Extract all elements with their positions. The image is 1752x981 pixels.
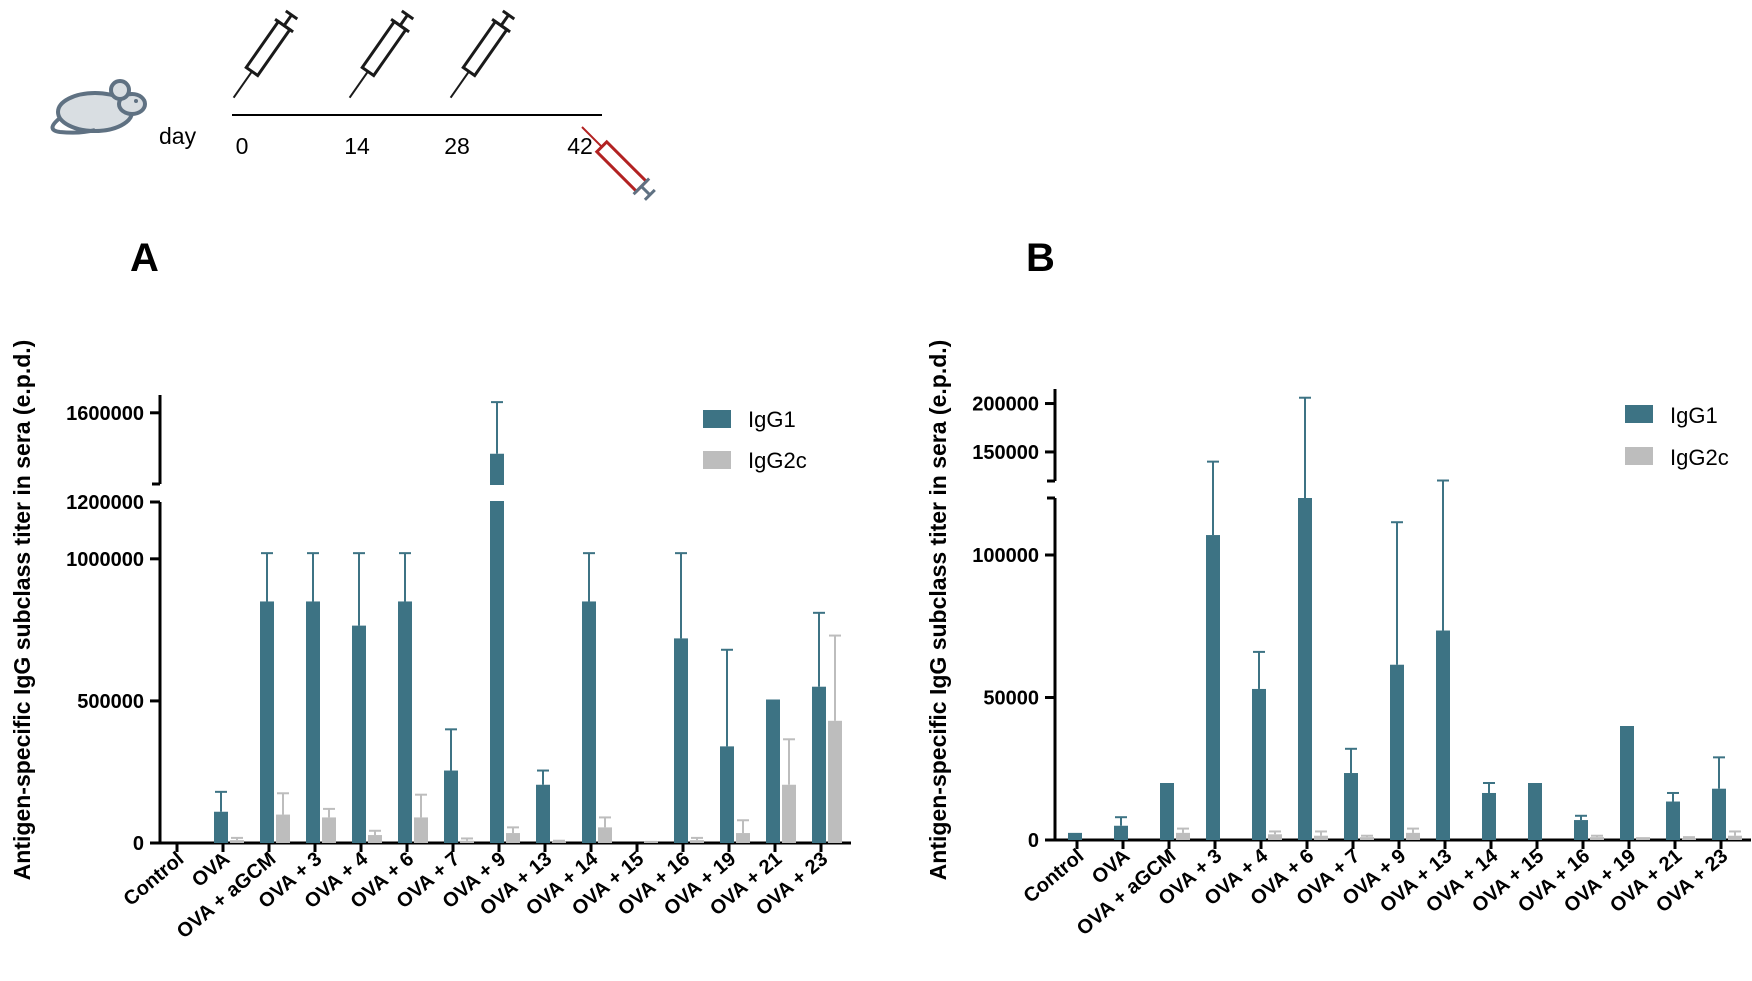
x-tick-label: Control <box>120 848 189 911</box>
legend-label-igg1-a: IgG1 <box>748 407 796 432</box>
bar-igg1 <box>1390 664 1404 840</box>
bar-igg1 <box>1436 630 1450 840</box>
bar-igg1 <box>1344 773 1358 840</box>
bar-igg2c <box>460 840 474 843</box>
bleed-syringe-icon <box>581 126 656 201</box>
bar-igg1 <box>1574 820 1588 840</box>
y-tick-label: 0 <box>1028 830 1039 852</box>
chart-panel-b: B Antigen-specific IgG subclass titer in… <box>925 236 1751 940</box>
y-tick-label: 150000 <box>972 442 1039 464</box>
bar-igg1 <box>1252 688 1266 840</box>
y-tick-label: 50000 <box>983 688 1039 710</box>
bar-igg2c <box>1590 837 1604 840</box>
panel-label-a: A <box>130 236 159 280</box>
bar-igg1 <box>812 686 826 843</box>
timeline-day-0: 0 <box>236 133 249 159</box>
legend-b: IgG1 IgG2c <box>1625 403 1729 470</box>
immunization-timeline: day 0 14 28 42 <box>50 9 656 201</box>
bar-igg1 <box>444 770 458 843</box>
chart-panel-a: A Antigen-specific IgG subclass titer in… <box>9 236 851 943</box>
bar-igg2c <box>1636 837 1650 840</box>
bar-break-gap <box>489 485 505 501</box>
bar-igg1 <box>582 601 596 843</box>
bar-igg2c <box>1406 832 1420 840</box>
y-tick-label: 500000 <box>77 691 144 713</box>
legend-label-igg2c-a: IgG2c <box>748 448 807 473</box>
y-tick-label: 200000 <box>972 394 1039 416</box>
bar-igg2c <box>1176 832 1190 840</box>
bar-igg1 <box>1482 792 1496 840</box>
bar-igg1 <box>766 699 780 843</box>
bar-igg2c <box>736 833 750 843</box>
bar-igg1 <box>352 625 366 843</box>
panel-label-b: B <box>1026 236 1055 280</box>
bar-igg2c <box>1268 834 1282 840</box>
y-tick-label: 1200000 <box>66 492 144 514</box>
bar-igg1 <box>1666 801 1680 840</box>
bar-igg2c <box>690 840 704 843</box>
syringe-icon <box>348 9 415 99</box>
legend-swatch-igg1-a <box>703 410 731 428</box>
bar-igg1 <box>490 453 504 843</box>
bar-igg2c <box>1314 835 1328 840</box>
bar-igg2c <box>414 817 428 843</box>
bar-igg2c <box>368 835 382 843</box>
bar-igg1 <box>720 746 734 843</box>
bar-igg1 <box>1298 498 1312 840</box>
bar-igg2c <box>1682 838 1696 840</box>
timeline-day-14: 14 <box>344 133 370 159</box>
bar-igg1 <box>536 784 550 843</box>
legend-label-igg2c-b: IgG2c <box>1670 445 1729 470</box>
timeline-day-42: 42 <box>567 133 593 159</box>
legend-a: IgG1 IgG2c <box>703 407 807 473</box>
bar-igg2c <box>506 833 520 843</box>
timeline-day-28: 28 <box>444 133 470 159</box>
bar-igg2c <box>276 814 290 843</box>
y-tick-label: 1600000 <box>66 403 144 425</box>
bar-igg1 <box>1528 783 1542 840</box>
bar-igg2c <box>782 784 796 843</box>
bar-igg1 <box>1620 726 1634 840</box>
x-tick-label: Control <box>1020 845 1089 908</box>
bar-igg1 <box>1068 832 1082 840</box>
timeline-day-label: day <box>159 123 197 149</box>
bar-igg2c <box>230 840 244 843</box>
y-tick-label: 100000 <box>972 545 1039 567</box>
bar-igg2c <box>552 841 566 843</box>
legend-swatch-igg1-b <box>1625 405 1653 423</box>
bar-igg1 <box>260 601 274 843</box>
bar-igg1 <box>214 811 228 843</box>
bar-igg2c <box>1728 835 1742 840</box>
bar-igg1 <box>1206 535 1220 840</box>
bar-igg2c <box>1360 837 1374 840</box>
bar-igg1 <box>306 601 320 843</box>
bar-igg1 <box>1712 788 1726 840</box>
syringe-icon <box>449 9 516 99</box>
bar-igg1 <box>1114 825 1128 840</box>
syringe-icon <box>232 9 299 99</box>
y-tick-label: 0 <box>133 833 144 855</box>
y-axis-label-a: Antigen-specific IgG subclass titer in s… <box>9 340 35 881</box>
bar-igg2c <box>598 827 612 843</box>
legend-label-igg1-b: IgG1 <box>1670 403 1718 428</box>
bar-igg1 <box>1160 783 1174 840</box>
y-axis-label-b: Antigen-specific IgG subclass titer in s… <box>925 340 951 881</box>
bar-igg2c <box>828 720 842 843</box>
bar-igg1 <box>674 638 688 843</box>
legend-swatch-igg2c-b <box>1625 447 1653 465</box>
legend-swatch-igg2c-a <box>703 451 731 469</box>
bar-igg2c <box>322 817 336 843</box>
mouse-icon <box>50 79 147 135</box>
bar-igg1 <box>398 601 412 843</box>
y-tick-label: 1000000 <box>66 549 144 571</box>
